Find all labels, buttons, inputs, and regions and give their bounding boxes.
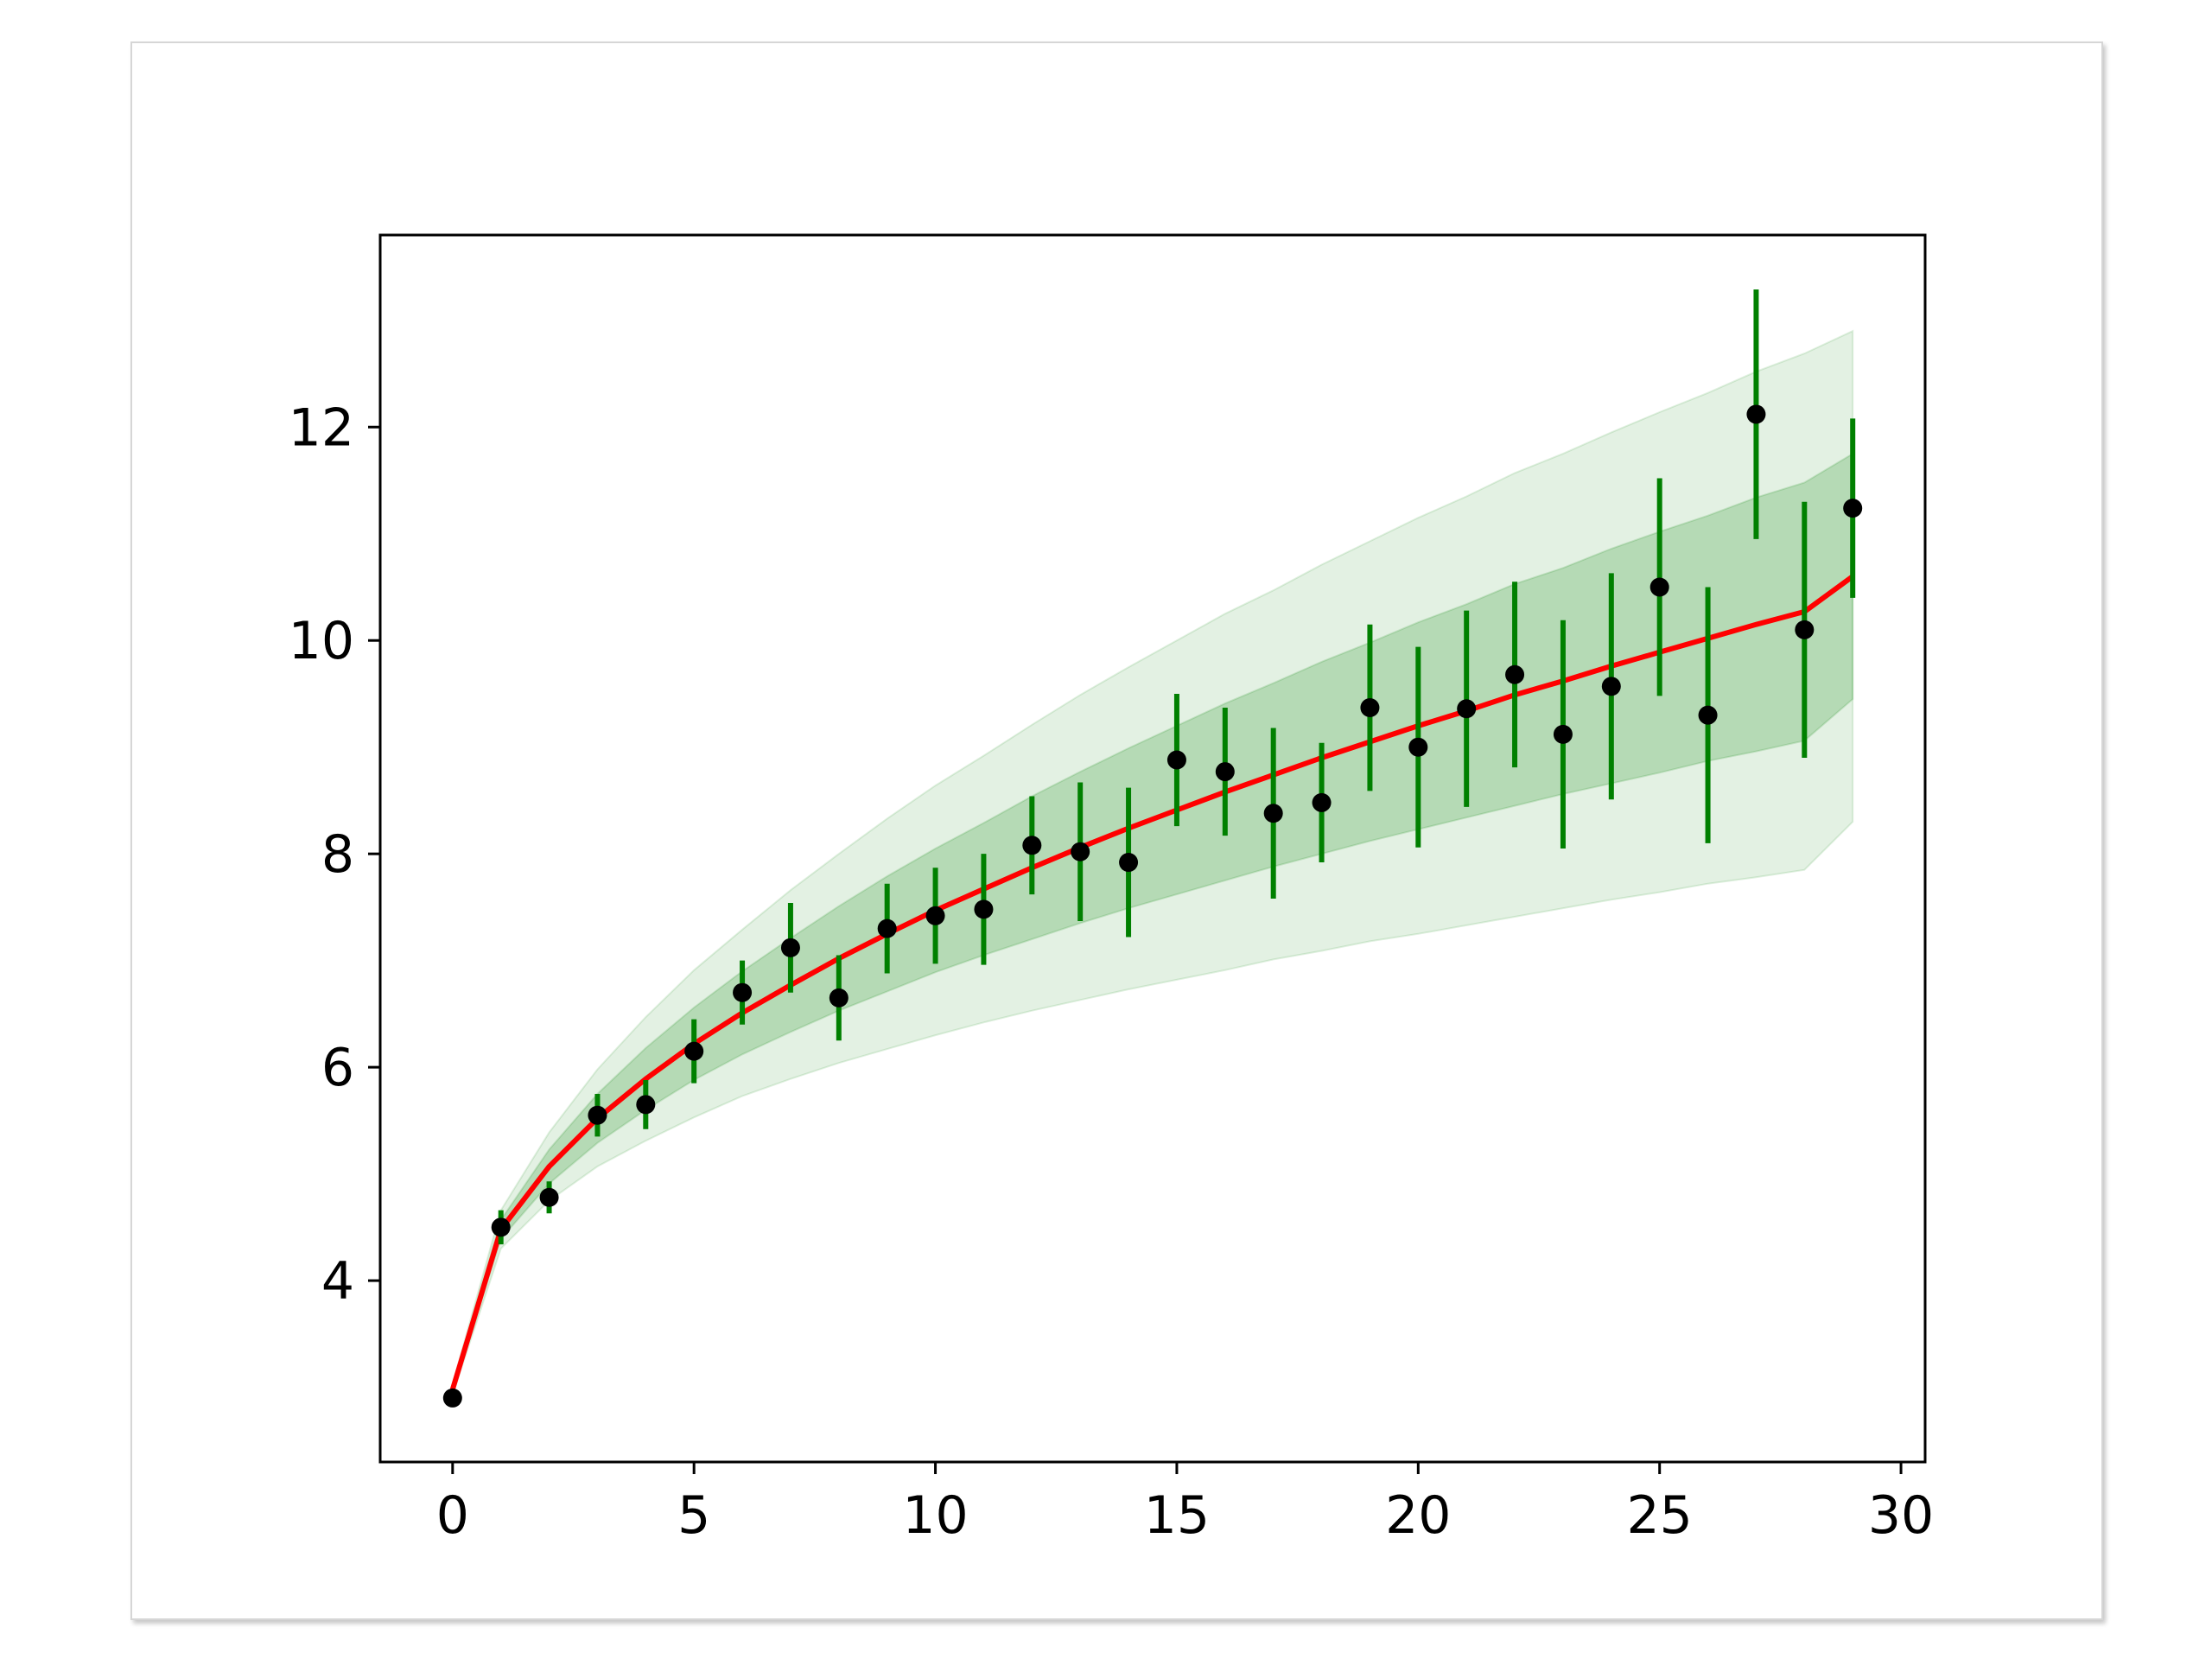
y-tick-label: 4 [321,1251,354,1312]
data-point [1408,737,1428,757]
data-point [1698,705,1718,725]
data-point [1119,853,1139,873]
data-point [1263,804,1283,823]
data-point [1843,499,1863,518]
data-point [1746,404,1766,424]
confidence-bands [451,329,1854,1395]
y-tick-label: 8 [321,824,354,885]
outer-band [451,329,1854,1395]
data-point [1166,750,1186,770]
x-tick-label: 15 [1144,1485,1210,1546]
data-point [491,1217,511,1237]
axes-frame [378,233,1927,1464]
x-tick-label: 25 [1627,1485,1693,1546]
y-tick-label: 12 [289,397,354,458]
x-tick-label: 5 [677,1485,710,1546]
data-point [1215,762,1235,782]
data-point [588,1105,607,1125]
data-point [1022,836,1042,855]
x-axis-ticks: 0 5 10 15 20 25 30 [436,1462,1934,1546]
data-point [636,1095,656,1115]
data-point [1649,577,1669,597]
data-point [1312,792,1332,812]
x-tick-label: 0 [436,1485,469,1546]
data-point [1071,842,1090,861]
data-point [1505,664,1525,684]
data-point [877,918,897,938]
data-point [733,982,753,1002]
data-point [539,1187,559,1207]
x-tick-label: 10 [902,1485,968,1546]
data-point [1795,620,1815,639]
data-point [1457,699,1477,719]
x-tick-label: 20 [1385,1485,1451,1546]
data-point [780,938,800,957]
y-axis-ticks: 4 6 8 10 12 [289,397,380,1312]
data-point [829,988,849,1007]
data-point [442,1388,462,1408]
x-tick-label: 30 [1868,1485,1934,1546]
data-points [442,404,1863,1408]
inner-band [451,452,1854,1392]
data-point [1553,724,1573,744]
data-point [925,906,945,925]
data-point [1360,698,1380,718]
data-point [1601,677,1621,696]
data-point [684,1041,704,1061]
y-tick-label: 10 [289,611,354,671]
data-point [974,899,994,919]
y-tick-label: 6 [321,1038,354,1098]
